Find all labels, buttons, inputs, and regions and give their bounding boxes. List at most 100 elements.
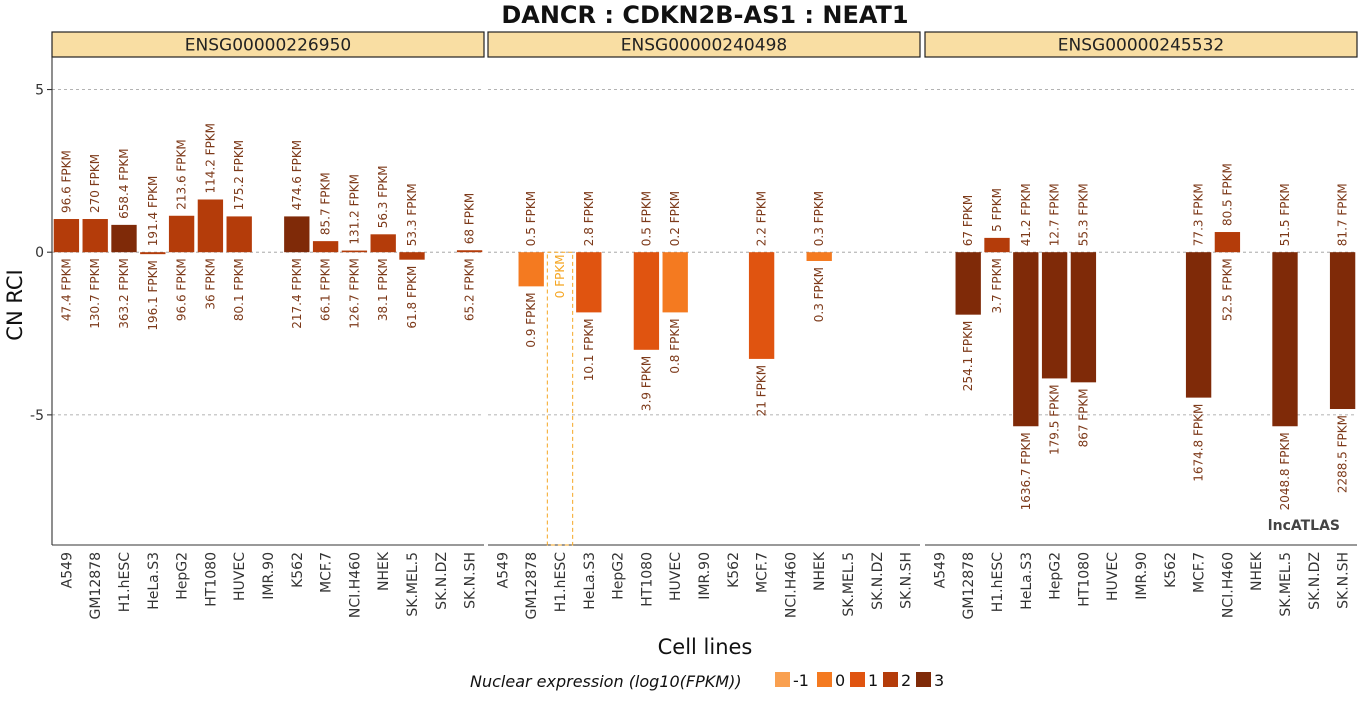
bar-label-bottom: 2288.5 FPKM xyxy=(1336,415,1350,493)
bar xyxy=(633,252,660,350)
x-tick-label: K562 xyxy=(726,552,742,588)
legend-swatch xyxy=(817,672,832,687)
bar xyxy=(284,216,310,253)
bar-label-top: 0 FPKM xyxy=(553,254,567,298)
x-tick-label: HUVEC xyxy=(232,552,248,601)
x-tick-label: HUVEC xyxy=(1105,552,1121,601)
y-tick-label: 5 xyxy=(35,83,44,99)
bar xyxy=(370,234,396,253)
bar-label-top: 658.4 FPKM xyxy=(117,148,131,219)
x-tick-label: MCF.7 xyxy=(319,552,335,593)
bar-label-bottom: 52.5 FPKM xyxy=(1220,258,1234,321)
x-tick-label: NHEK xyxy=(376,551,392,591)
bar xyxy=(1013,252,1039,427)
facet-strip xyxy=(487,31,921,58)
bar-label-bottom: 0.8 FPKM xyxy=(668,318,682,373)
bar xyxy=(456,250,483,253)
bar xyxy=(399,252,425,260)
bar xyxy=(1070,252,1097,383)
legend-title: Nuclear expression (log10(FPKM)) xyxy=(470,672,742,691)
x-tick-label: SK.N.DZ xyxy=(1307,552,1323,610)
bar xyxy=(312,241,339,253)
x-tick-label: SK.N.SH xyxy=(463,552,479,609)
bar xyxy=(168,215,195,253)
lncatlas-watermark: lncATLAS xyxy=(1268,518,1340,534)
bar-label-bottom: 38.1 FPKM xyxy=(376,258,390,321)
x-tick-label: HT1080 xyxy=(639,552,655,607)
x-tick-label: NCI.H460 xyxy=(347,552,363,618)
bar-label-bottom: 65.2 FPKM xyxy=(463,258,477,321)
bar xyxy=(1272,252,1298,427)
x-tick-label: SK.MEL.5 xyxy=(1278,552,1294,617)
x-tick-label: HeLa.S3 xyxy=(146,552,162,610)
x-tick-label: HeLa.S3 xyxy=(1019,552,1035,610)
x-tick-label: HepG2 xyxy=(1048,552,1064,600)
x-tick-label: HepG2 xyxy=(611,552,627,600)
x-tick-label: IMR.90 xyxy=(1134,552,1150,600)
bar-label-top: 5 FPKM xyxy=(990,188,1004,232)
bar xyxy=(197,199,224,253)
bar-label-bottom: 217.4 FPKM xyxy=(290,258,304,329)
x-tick-label: HT1080 xyxy=(203,552,219,607)
bar xyxy=(806,252,832,261)
legend-swatch xyxy=(850,672,865,687)
bar xyxy=(576,252,602,313)
bar-label-bottom: 196.1 FPKM xyxy=(146,260,160,331)
legend: Nuclear expression (log10(FPKM)) -1 0 1 2 3 xyxy=(470,671,944,691)
bar-label-top: 0.3 FPKM xyxy=(812,191,826,246)
bar-label-top: 175.2 FPKM xyxy=(232,140,246,211)
bar-label-top: 2.2 FPKM xyxy=(755,191,769,246)
x-tick-label: H1.hESC xyxy=(117,552,133,612)
y-axis-title: CN RCI xyxy=(3,269,27,340)
bar-label-bottom: 66.1 FPKM xyxy=(319,258,333,321)
bar xyxy=(1214,232,1241,253)
bar-label-top: 68 FPKM xyxy=(463,193,477,244)
legend-label: 2 xyxy=(901,671,911,690)
bar xyxy=(748,252,775,359)
bar xyxy=(111,224,137,253)
legend-label: 3 xyxy=(934,671,944,690)
bar-label-top: 85.7 FPKM xyxy=(319,172,333,235)
x-tick-label: SK.N.DZ xyxy=(434,552,450,610)
x-tick-label: HeLa.S3 xyxy=(582,552,598,610)
x-tick-label: HepG2 xyxy=(175,552,191,600)
bar xyxy=(341,250,368,253)
bar-label-bottom: 21 FPKM xyxy=(755,365,769,416)
bar-label-top: 55.3 FPKM xyxy=(1076,183,1090,246)
bar-label-top: 474.6 FPKM xyxy=(290,140,304,211)
bar-label-bottom: 0.3 FPKM xyxy=(812,267,826,322)
x-tick-label: A549 xyxy=(495,552,511,588)
bar xyxy=(1041,252,1068,379)
bar-label-top: 0.5 FPKM xyxy=(524,191,538,246)
bar-label-top: 0.2 FPKM xyxy=(668,191,682,246)
bar xyxy=(955,252,981,315)
bar-label-bottom: 3.9 FPKM xyxy=(639,356,653,411)
legend-label: -1 xyxy=(793,671,809,690)
x-tick-label: IMR.90 xyxy=(697,552,713,600)
bar-label-top: 114.2 FPKM xyxy=(203,123,217,194)
facet-strip-label: ENSG00000226950 xyxy=(185,36,351,56)
bar-label-top: 81.7 FPKM xyxy=(1336,183,1350,246)
bar-label-bottom: 1636.7 FPKM xyxy=(1019,432,1033,510)
x-tick-label: HUVEC xyxy=(668,552,684,601)
facet-panel: ENSG00000240498 0.5 FPKM 0 FPKM 2.8 FPKM 0.5… xyxy=(487,31,921,619)
y-tick-label: -5 xyxy=(30,408,44,424)
x-tick-label: H1.hESC xyxy=(553,552,569,612)
legend-swatch xyxy=(775,672,790,687)
bar-label-top: 0.5 FPKM xyxy=(639,191,653,246)
x-tick-label: SK.N.SH xyxy=(1336,552,1352,609)
x-tick-label: SK.N.SH xyxy=(899,552,915,609)
x-tick-label: GM12878 xyxy=(88,552,104,619)
bar xyxy=(518,252,544,287)
bar xyxy=(82,219,108,253)
bar-label-bottom: 130.7 FPKM xyxy=(88,258,102,329)
bar-label-top: 67 FPKM xyxy=(961,195,975,246)
y-tick-label: 0 xyxy=(35,245,44,261)
highlighted-column xyxy=(546,251,574,546)
bar xyxy=(662,252,688,313)
bar-label-top: 53.3 FPKM xyxy=(405,183,419,246)
legend-swatch xyxy=(916,672,931,687)
bar-label-top: 12.7 FPKM xyxy=(1048,183,1062,246)
